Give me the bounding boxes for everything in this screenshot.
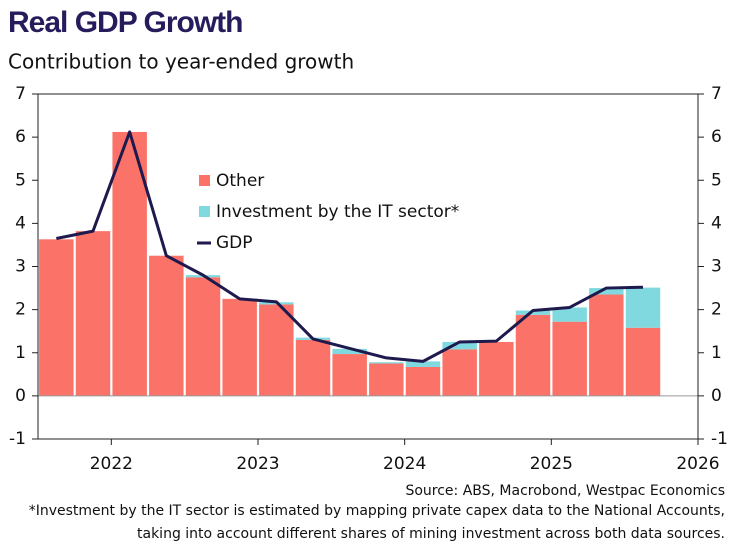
y-tick-label: 0 [15,386,26,406]
footnote: taking into account different shares of … [137,526,725,542]
bar [442,349,477,396]
y-tick-label: 3 [15,257,26,277]
x-tick-label: 2026 [676,454,719,474]
y-tick-label: 2 [15,300,26,320]
x-tick-label: 2022 [90,454,133,474]
bar [405,361,441,367]
y-tick-label: 1 [15,343,26,363]
legend-label: Other [216,171,264,191]
legend-swatch [199,175,210,186]
bar [332,348,367,355]
y2-tick-label: 1 [711,343,722,363]
bar [589,288,624,295]
y2-tick-label: 3 [711,257,722,277]
bar [259,304,294,396]
bar [625,287,661,328]
chart-title: Real GDP Growth [8,6,243,39]
y2-tick-label: 0 [711,386,722,406]
bar [589,294,624,396]
bar [149,255,184,396]
plot-frame [37,93,699,440]
bar [515,310,551,315]
y2-tick-label: 5 [711,170,722,190]
x-tick-label: 2025 [530,454,573,474]
legend-label: Investment by the IT sector* [216,202,459,222]
y2-tick-label: 4 [711,213,722,233]
bar [479,341,514,396]
y-tick-label: -1 [9,429,26,449]
bar [39,239,74,396]
bar [369,362,404,364]
x-tick-label: 2023 [236,454,279,474]
legend-swatch [199,206,210,217]
x-tick-label: 2024 [383,454,426,474]
bar [295,339,331,396]
bar [222,298,257,396]
bar [552,321,587,396]
y2-tick-label: 2 [711,300,722,320]
y2-tick-label: 6 [711,127,722,147]
source: Source: ABS, Macrobond, Westpac Economic… [405,483,725,499]
bar [625,327,661,396]
y-tick-label: 6 [15,127,26,147]
y2-tick-label: -1 [711,429,728,449]
bar [552,307,587,322]
y2-tick-label: 7 [711,84,722,104]
chart-subtitle: Contribution to year-ended growth [8,50,354,74]
bar [369,363,404,396]
footnote: *Investment by the IT sector is estimate… [29,503,725,519]
bar [405,366,441,396]
bar [515,314,551,396]
legend-label: GDP [216,233,253,253]
y-tick-label: 4 [15,213,26,233]
y-tick-label: 5 [15,170,26,190]
y-tick-label: 7 [15,84,26,104]
bar [75,231,111,396]
bar [442,341,477,350]
line [56,130,644,363]
bar [185,277,221,396]
bar [332,354,367,396]
